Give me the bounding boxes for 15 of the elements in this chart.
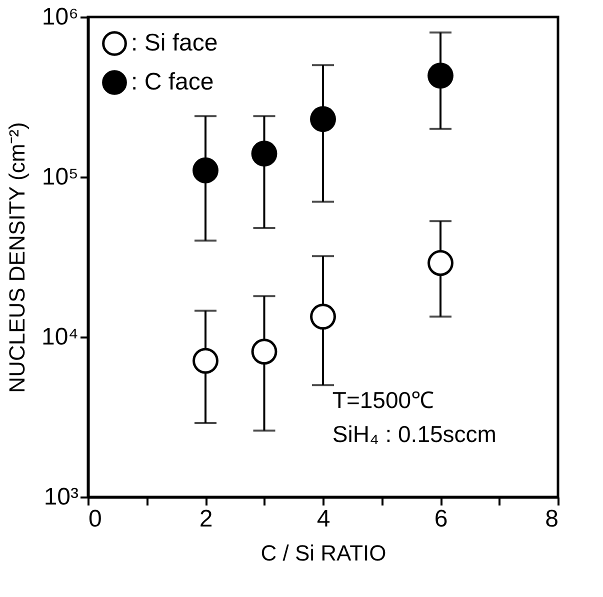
y-axis-title: NUCLEUS DENSITY (cm⁻²) (4, 122, 30, 393)
y-tick-label: 10⁴ (41, 324, 78, 350)
x-tick-label: 2 (199, 506, 213, 532)
annotation: T=1500℃ (332, 387, 434, 413)
x-tick-label: 6 (434, 506, 448, 532)
y-tick-label: 10³ (44, 484, 79, 510)
x-tick-label: 0 (88, 506, 102, 532)
x-axis-title: C / Si RATIO (260, 540, 386, 566)
x-tick-label: 4 (316, 506, 330, 532)
x-tick-label: 8 (545, 506, 558, 532)
legend-label: : Si face (131, 30, 218, 56)
y-tick-label: 10⁶ (42, 4, 78, 30)
legend-label: : C face (131, 68, 214, 96)
y-tick-label: 10⁵ (42, 164, 78, 190)
annotation: SiH₄ : 0.15sccm (332, 421, 496, 447)
